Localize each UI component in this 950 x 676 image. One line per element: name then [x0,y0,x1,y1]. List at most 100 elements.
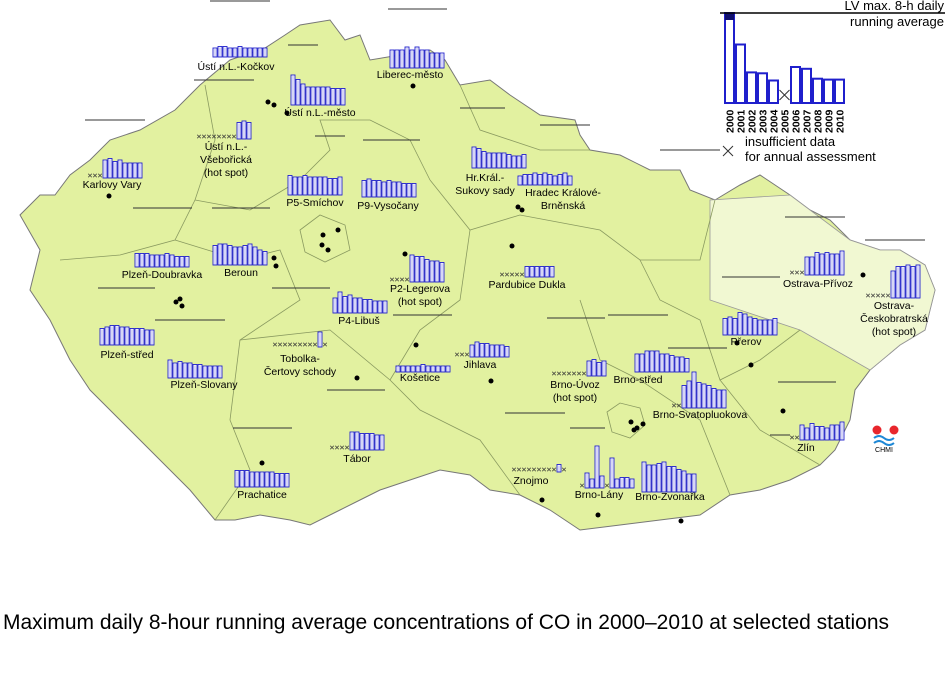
missing-mark [556,371,562,376]
station-label: (hot spot) [398,296,442,308]
missing-mark [566,371,572,376]
legend-year: 2003 [758,109,770,133]
missing-mark [509,272,515,277]
missing-mark [389,277,395,282]
missing-mark [201,134,207,139]
station-label: P5-Smíchov [286,197,344,209]
missing-mark [297,342,303,347]
legend-note: insufficient data [745,134,836,149]
station-label: Přerov [731,336,763,348]
station-label: Karlovy Vary [83,179,142,191]
missing-mark [794,270,800,275]
missing-mark [516,467,522,472]
missing-mark [87,173,93,178]
missing-mark [531,467,537,472]
station-label: Sukovy sady [455,185,515,197]
missing-mark [322,342,328,347]
missing-mark [231,134,237,139]
missing-mark [339,445,345,450]
station-label: Ostrava-Přívoz [783,278,853,290]
missing-mark [865,293,871,298]
missing-mark [789,435,795,440]
station-label: Brno-Lány [575,489,624,501]
legend-bar [768,79,779,104]
missing-mark [551,467,557,472]
logo-text: CHMI [875,447,893,454]
missing-mark [459,352,465,357]
missing-mark [875,293,881,298]
missing-mark [292,342,298,347]
legend-year: 2009 [824,109,836,133]
missing-mark [799,270,805,275]
station-label: Tábor [343,453,371,465]
missing-mark [211,134,217,139]
missing-mark [526,467,532,472]
station-label: Českobratrská [860,312,928,325]
legend-bar [812,77,823,104]
station-label: Brno-Úvoz [550,378,600,391]
missing-mark [561,371,567,376]
missing-mark [561,467,567,472]
missing-mark [571,371,577,376]
missing-mark [399,277,405,282]
station-label: Brno-střed [613,374,662,386]
station-label: Plzeň-Doubravka [122,269,203,281]
station-label: P2-Legerova [390,283,450,295]
legend-year: 2000 [725,109,737,133]
legend-top-mark [725,13,734,20]
missing-mark [779,89,790,101]
missing-mark [221,134,227,139]
missing-mark [546,467,552,472]
separator-lines [85,0,925,436]
missing-mark [789,270,795,275]
missing-mark [307,342,313,347]
legend-title: LV max. 8-h daily [845,0,945,13]
legend-note: for annual assessment [745,149,876,164]
missing-mark [404,277,410,282]
station-label: Znojmo [513,475,548,487]
missing-mark [870,293,876,298]
missing-mark [499,272,505,277]
missing-mark [282,342,288,347]
station-label: Ústí n.L.-město [284,106,355,119]
chmi-logo: CHMI [872,425,899,454]
missing-mark [277,342,283,347]
missing-mark [329,445,335,450]
missing-mark [519,272,525,277]
legend-year: 2002 [747,109,759,133]
missing-mark [226,134,232,139]
missing-mark [671,403,677,408]
missing-mark [581,371,587,376]
legend-bar [735,43,746,104]
missing-mark [287,342,293,347]
missing-mark [579,483,585,488]
station-label: Ústí n.L.-Kočkov [197,60,275,73]
legend-bar [746,71,757,105]
station-label: Zlín [797,442,815,454]
station-label: Brno-Zvonařka [635,491,705,503]
legend-year: 2006 [791,109,803,133]
legend-bar [757,72,768,105]
legend-year: 2008 [813,109,825,133]
station-label: (hot spot) [553,392,597,404]
missing-mark [722,145,734,157]
station-label: Pardubice Dukla [488,279,565,291]
legend-bar [801,67,812,105]
missing-mark [511,467,517,472]
missing-mark [302,342,308,347]
missing-mark [196,134,202,139]
legend-bar [834,78,845,104]
station-label: (hot spot) [872,326,916,338]
missing-mark [576,371,582,376]
missing-mark [97,173,103,178]
station-label: Jihlava [464,359,497,371]
station-label: Brno-Svatopluokova [653,409,748,421]
legend-bar [823,78,834,104]
station-label: Liberec-město [377,69,444,81]
legend-year: 2005 [780,109,792,133]
missing-mark [334,445,340,450]
missing-mark [206,134,212,139]
station-label: Čertovy schody [264,365,337,378]
missing-mark [676,403,682,408]
